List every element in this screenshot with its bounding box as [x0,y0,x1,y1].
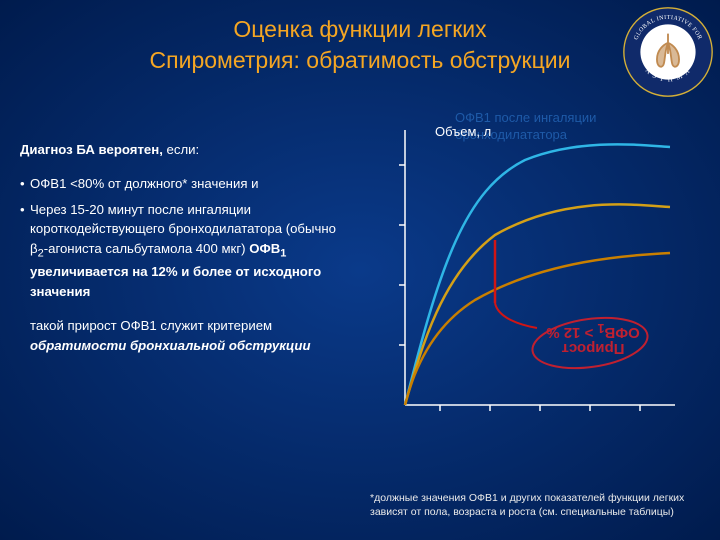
increment-label: Прирост ОФВ1 > 12 % [538,321,648,356]
bullet-1: ОФВ1 <80% от должного* значения и [20,174,340,194]
footnote: *должные значения ОФВ1 и других показате… [370,491,700,520]
logo-gina: GLOBAL INITIATIVE FOR A S T H M A [622,6,714,98]
left-column: Диагноз БА вероятен, если: ОФВ1 <80% от … [20,140,340,356]
title-line-2: Спирометрия: обратимость обструкции [0,45,720,76]
diagnosis-heading: Диагноз БА вероятен, если: [20,140,340,160]
y-axis-label: Объем, л [435,124,491,139]
title-line-1: Оценка функции легких [0,14,720,45]
chart-area: ОФВ1 после ингаляции бронходилататора Об… [380,125,700,445]
chart-svg [380,125,700,425]
bullet-2: Через 15-20 минут после ингаляции коротк… [20,200,340,302]
tail-text: такой прирост ОФВ1 служит критерием обра… [20,316,340,356]
